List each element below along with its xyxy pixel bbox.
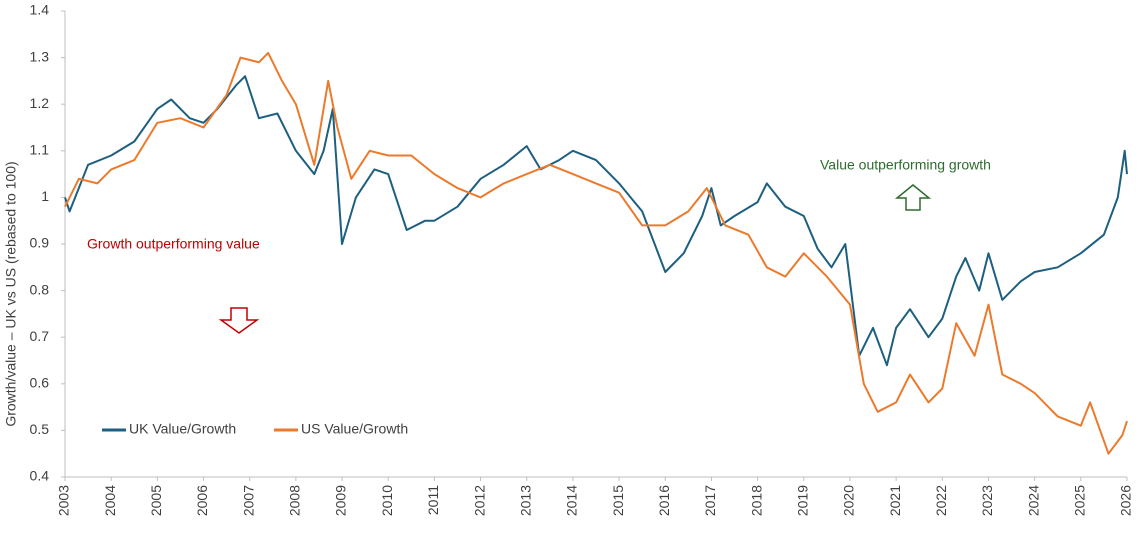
x-tick-label: 2008 (287, 485, 303, 516)
y-tick-label: 0.5 (30, 421, 50, 437)
x-tick-label: 2006 (194, 485, 210, 516)
x-tick-label: 2014 (564, 485, 580, 516)
x-tick-label: 2004 (102, 485, 118, 516)
x-tick-label: 2016 (656, 485, 672, 516)
y-tick-label: 0.4 (30, 468, 50, 484)
y-tick-label: 0.6 (30, 375, 50, 391)
x-tick-label: 2019 (794, 485, 810, 516)
y-tick-label: 0.8 (30, 281, 50, 297)
annotation: Value outperforming growth (820, 157, 991, 173)
x-tick-label: 2009 (333, 485, 349, 516)
x-tick-label: 2012 (471, 485, 487, 516)
x-tick-label: 2010 (379, 485, 395, 516)
y-tick-label: 1.4 (30, 2, 50, 18)
y-axis-label: Growth/value – UK vs US (rebased to 100) (3, 161, 19, 426)
x-tick-label: 2025 (1072, 485, 1088, 516)
x-tick-label: 2021 (887, 485, 903, 516)
y-tick-label: 0.7 (30, 328, 50, 344)
x-tick-label: 2003 (56, 485, 72, 516)
y-tick-label: 1.2 (30, 95, 50, 111)
line (64, 75, 1128, 367)
x-tick-label: 2024 (1025, 485, 1041, 516)
up-arrow (894, 184, 932, 211)
x-tick-label: 2017 (702, 485, 718, 516)
annotation: Growth outperforming value (87, 236, 260, 252)
down-arrow (218, 307, 260, 334)
x-tick-label: 2020 (841, 485, 857, 516)
x-tick-label: 2005 (148, 485, 164, 516)
line (64, 51, 1128, 455)
legend-label: US Value/Growth (301, 421, 408, 437)
x-tick-label: 2026 (1118, 485, 1134, 516)
x-tick-label: 2007 (240, 485, 256, 516)
x-tick-label: 2022 (933, 485, 949, 516)
y-tick-label: 1.1 (30, 142, 50, 158)
x-tick-label: 2023 (979, 485, 995, 516)
y-tick-label: 1.3 (30, 48, 50, 64)
y-tick-label: 0.9 (30, 235, 50, 251)
legend-label: UK Value/Growth (129, 421, 236, 437)
y-tick-label: 1 (41, 188, 49, 204)
x-tick-label: 2011 (425, 485, 441, 515)
x-tick-label: 2015 (610, 485, 626, 516)
x-tick-label: 2018 (748, 485, 764, 516)
x-tick-label: 2013 (517, 485, 533, 516)
